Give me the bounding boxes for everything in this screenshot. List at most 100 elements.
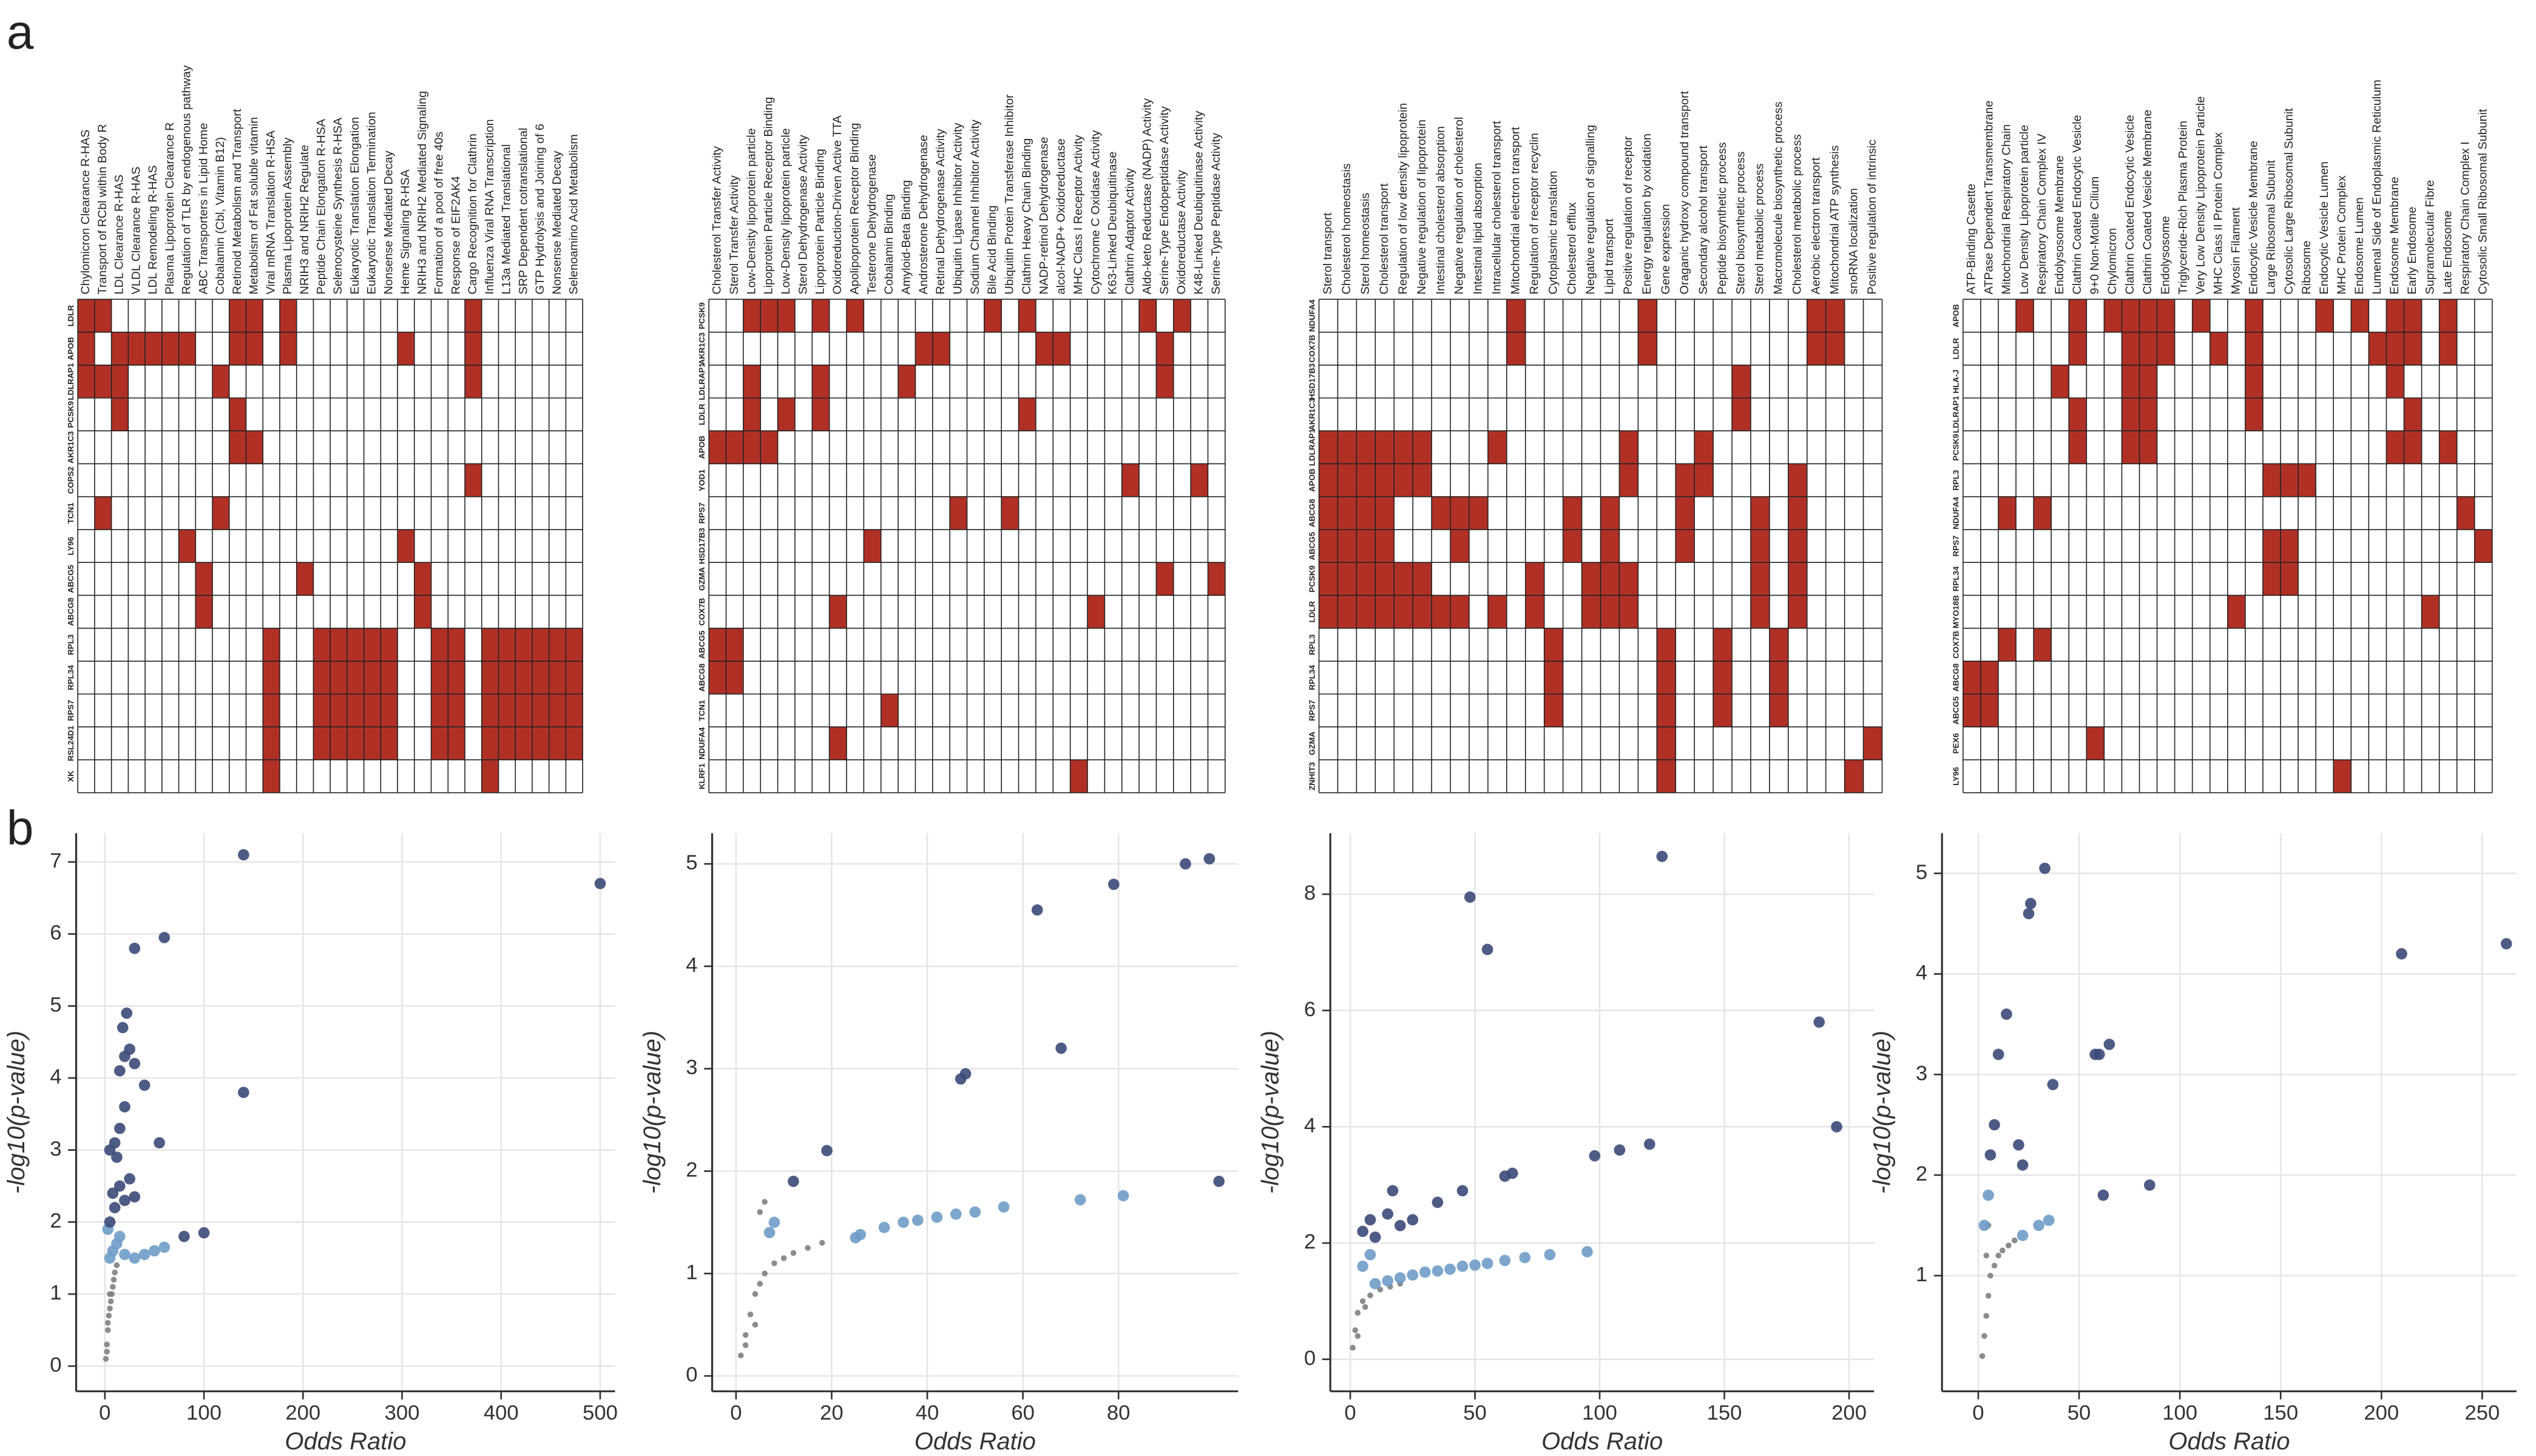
heatmap-cell bbox=[1998, 628, 2017, 661]
heatmap-cell bbox=[2298, 463, 2316, 497]
point bbox=[2047, 1079, 2059, 1091]
point bbox=[121, 1007, 133, 1019]
x-tick-label: 150 bbox=[1707, 1401, 1742, 1424]
point bbox=[762, 1270, 768, 1277]
y-tick-label: 2 bbox=[1304, 1230, 1316, 1253]
heatmap-cell bbox=[1844, 760, 1864, 793]
heatmap-cell bbox=[2192, 299, 2210, 332]
heatmap-cell bbox=[1319, 496, 1338, 530]
heatmap-cell bbox=[1191, 463, 1208, 497]
point bbox=[138, 1249, 150, 1261]
heatmap-cell bbox=[1675, 496, 1695, 530]
heatmap-cell bbox=[448, 661, 465, 694]
point bbox=[1987, 1272, 1993, 1279]
column-label: Sterol Dehydrogenase Activity bbox=[796, 135, 810, 294]
point bbox=[109, 1202, 121, 1213]
column-label: L13a Mediated Translational bbox=[500, 144, 513, 295]
heatmap-cell bbox=[2245, 398, 2263, 431]
heatmap-cell bbox=[1788, 496, 1807, 530]
column-label: Supramolecular Fibre bbox=[2423, 180, 2436, 295]
point bbox=[1364, 1214, 1376, 1225]
point bbox=[1831, 1121, 1842, 1133]
heatmap-cell bbox=[1788, 595, 1807, 629]
point bbox=[158, 1241, 171, 1253]
heatmap-cell bbox=[1581, 595, 1601, 629]
heatmap-cell bbox=[2157, 332, 2175, 365]
point bbox=[1359, 1298, 1366, 1304]
plot-area bbox=[1330, 833, 1875, 1392]
heatmap-cell bbox=[743, 398, 761, 431]
heatmap-cell bbox=[145, 332, 162, 365]
point bbox=[854, 1228, 867, 1241]
heatmap-cell bbox=[1788, 529, 1807, 563]
heatmap-cell bbox=[829, 595, 847, 629]
heatmap-cell bbox=[78, 332, 95, 365]
heatmap-cell bbox=[481, 694, 499, 727]
point bbox=[1981, 1333, 1987, 1339]
column-label: Apolipoprotein Receptor Binding bbox=[848, 123, 861, 295]
heatmap-cell bbox=[2351, 299, 2369, 332]
row-label: AKR1C3 bbox=[1307, 398, 1316, 430]
heatmap-cell bbox=[2139, 431, 2157, 464]
heatmap-cell bbox=[2069, 398, 2087, 431]
heatmap-cell bbox=[279, 299, 297, 332]
point bbox=[1992, 1048, 2004, 1060]
column-label: Very Low Density Lipoprotein Particle bbox=[2194, 96, 2207, 295]
column-label: Clathrin Coated Endocytic Vesicle bbox=[2071, 115, 2084, 294]
row-label: ABCG5 bbox=[1307, 531, 1316, 560]
heatmap-cell bbox=[1619, 431, 1638, 464]
heatmap-cell bbox=[2122, 398, 2140, 431]
heatmap-cell bbox=[549, 694, 566, 727]
heatmap-cell bbox=[726, 431, 743, 464]
point bbox=[113, 1262, 120, 1269]
heatmap-cell bbox=[380, 628, 398, 661]
point bbox=[158, 932, 171, 943]
heatmap-cell bbox=[566, 727, 583, 760]
x-tick-label: 100 bbox=[2162, 1401, 2197, 1424]
point bbox=[821, 1145, 833, 1156]
point bbox=[2043, 1215, 2055, 1226]
column-label: Oraganic hydroxy compound transport bbox=[1678, 90, 1691, 294]
heatmap-cell bbox=[1450, 496, 1469, 530]
column-label: Myosin Filament bbox=[2230, 207, 2243, 294]
column-label: ATP-Binding Casette bbox=[1965, 184, 1978, 295]
column-label: Low-Density lipoprotein particle bbox=[745, 128, 758, 294]
heatmap-cell bbox=[760, 299, 778, 332]
column-label: K63-Linked Deubiquitinase bbox=[1106, 152, 1120, 295]
column-label: Endolysosome Membrane bbox=[2053, 155, 2066, 294]
heatmap-cell bbox=[1394, 562, 1413, 596]
heatmap-cell bbox=[2051, 365, 2069, 398]
point bbox=[2024, 898, 2037, 909]
y-tick-label: 3 bbox=[1916, 1062, 1927, 1085]
row-label: MYO18B bbox=[1952, 595, 1961, 629]
heatmap-cell bbox=[347, 694, 364, 727]
heatmap-cell bbox=[1018, 398, 1036, 431]
column-label: Oxidoreductase Activity bbox=[1175, 170, 1188, 294]
row-label: PEX6 bbox=[1952, 733, 1961, 753]
point bbox=[757, 1281, 763, 1287]
heatmap-cell bbox=[313, 628, 331, 661]
plot-area bbox=[76, 833, 615, 1392]
heatmap-cell bbox=[2474, 529, 2492, 563]
column-label: Formation of a pool of free 40s bbox=[433, 132, 446, 295]
row-label: LDLRAP1 bbox=[697, 363, 706, 400]
column-label: Mitochondrial electron transport bbox=[1509, 127, 1523, 295]
heatmap-cell bbox=[263, 727, 280, 760]
heatmap-cell bbox=[380, 694, 398, 727]
point bbox=[1031, 904, 1043, 916]
column-label: ATPase Dependent Transmembrane bbox=[1983, 101, 1996, 295]
column-label: Clathrin Coated Vesicle Membrane bbox=[2141, 110, 2154, 295]
heatmap-cell bbox=[847, 299, 864, 332]
heatmap-cell bbox=[1638, 332, 1657, 365]
heatmap-cell bbox=[465, 299, 482, 332]
point bbox=[790, 1250, 797, 1256]
y-tick-label: 2 bbox=[1916, 1162, 1927, 1185]
column-label: Endocytic Vesicle Lumen bbox=[2318, 161, 2331, 294]
row-label: GZMA bbox=[1307, 731, 1316, 755]
x-tick-label: 300 bbox=[385, 1401, 420, 1424]
point bbox=[1983, 1189, 1994, 1201]
point bbox=[1581, 1246, 1593, 1258]
y-tick-label: 3 bbox=[50, 1138, 61, 1161]
column-label: Nonsense Mediated Decay bbox=[550, 150, 564, 294]
heatmap-cell bbox=[465, 463, 482, 497]
